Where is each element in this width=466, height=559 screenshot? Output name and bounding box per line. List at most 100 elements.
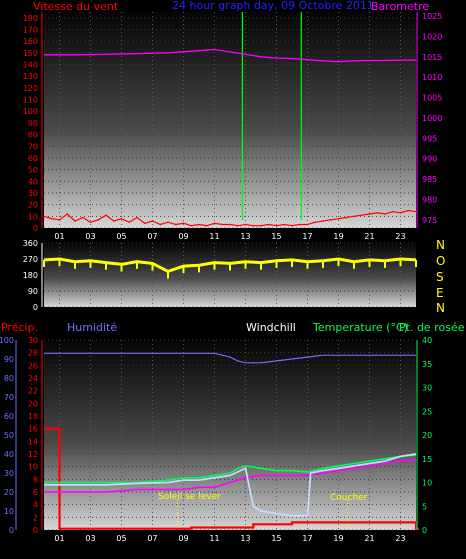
wind-x-tick-05: 05: [116, 232, 126, 241]
climate-panel-background: [44, 340, 416, 530]
direction-panel-series: [43, 257, 417, 279]
wind-panel-grid: [44, 12, 416, 229]
barometer-y-tick-980: 980: [422, 195, 437, 204]
wind-x-tick-07: 07: [147, 232, 157, 241]
wind-speed-point: [120, 217, 123, 220]
climate-x-tick-15: 15: [271, 534, 281, 543]
wind-speed-point: [43, 215, 45, 218]
dir-y-tick-0: 0: [33, 303, 38, 312]
wind-y-tick-70: 70: [28, 142, 38, 151]
barometer-y-tick-1025: 1025: [422, 12, 442, 21]
dir-y-tick-270: 270: [23, 255, 38, 264]
wind-y-tick-150: 150: [23, 49, 38, 58]
temperature-axis-label: Temperature (°C): [312, 321, 408, 334]
precip-axis-label: Précip.: [1, 321, 38, 334]
humidity-y-tick-50: 50: [4, 431, 14, 440]
direction-panel-background: [44, 243, 416, 307]
precip-y-tick-22: 22: [28, 387, 38, 396]
humidity-axis-label: Humidité: [67, 321, 117, 334]
wind-speed-point: [298, 223, 301, 226]
wind-speed-point: [221, 223, 224, 226]
barometer-y-tick-975: 975: [422, 216, 437, 225]
precip-y-tick-12: 12: [28, 450, 38, 459]
precip-y-tick-2: 2: [33, 513, 38, 522]
temperature-y-tick-10: 10: [422, 479, 432, 488]
wind-speed-point: [337, 217, 340, 220]
barometer-series: [44, 48, 416, 63]
climate-x-tick-05: 05: [116, 534, 126, 543]
direction-panel-grid: [44, 242, 416, 308]
humidity-y-tick-90: 90: [4, 355, 14, 364]
wind-y-tick-10: 10: [28, 212, 38, 221]
wind-x-tick-03: 03: [85, 232, 95, 241]
temperature-y-tick-15: 15: [422, 455, 432, 464]
humidity-y-tick-40: 40: [4, 450, 14, 459]
wind-speed-point: [128, 221, 131, 223]
temperature-y-tick-20: 20: [422, 431, 432, 440]
wind-axis-label: Vitesse du vent: [33, 0, 119, 13]
wind-x-tick-21: 21: [364, 232, 374, 241]
wind-y-tick-50: 50: [28, 166, 38, 175]
barometer-y-tick-1000: 1000: [422, 114, 442, 123]
dir-y-tick-180: 180: [23, 271, 38, 280]
climate-x-tick-21: 21: [364, 534, 374, 543]
climate-x-tick-07: 07: [147, 534, 157, 543]
barometer-y-tick-1020: 1020: [422, 32, 442, 41]
climate-x-tick-19: 19: [333, 534, 343, 543]
wind-speed-point: [236, 224, 239, 227]
chart-title: 24 hour graph day, 09 Octobre 2011: [172, 0, 374, 12]
wind-y-tick-110: 110: [23, 96, 38, 105]
humidity-y-tick-60: 60: [4, 412, 14, 421]
wind-speed-point: [50, 217, 53, 220]
wind-speed-point: [159, 223, 162, 226]
wind-speed-point: [267, 223, 270, 226]
compass-n-bottom: N: [436, 301, 445, 315]
wind-x-tick-09: 09: [178, 232, 188, 241]
humidity-y-tick-0: 0: [9, 526, 14, 535]
wind-speed-point: [105, 214, 107, 216]
wind-x-tick-01: 01: [54, 232, 64, 241]
wind-x-tick-17: 17: [302, 232, 312, 241]
wind-speed-point: [275, 224, 278, 227]
wind-speed-point: [306, 223, 309, 226]
wind-y-tick-20: 20: [28, 201, 38, 210]
wind-speed-point: [81, 216, 84, 219]
precip-y-tick-26: 26: [28, 361, 38, 370]
precip-y-tick-14: 14: [28, 437, 38, 446]
climate-x-tick-11: 11: [209, 534, 219, 543]
wind-y-tick-130: 130: [23, 72, 38, 81]
windchill-label: Windchill: [246, 321, 296, 334]
dewpoint-label: Pt. de rosée: [399, 321, 465, 334]
wind-speed-point: [314, 221, 317, 223]
wind-y-tick-140: 140: [23, 61, 38, 70]
wind-speed-point: [384, 213, 386, 215]
barometer-y-tick-1005: 1005: [422, 94, 442, 103]
wind-speed-point: [353, 215, 355, 218]
temperature-y-tick-35: 35: [422, 360, 432, 369]
wind-y-tick-160: 160: [23, 37, 38, 46]
wind-speed-point: [391, 210, 394, 213]
wind-speed-point: [136, 216, 138, 219]
humidity-y-tick-10: 10: [4, 507, 14, 516]
compass-o: O: [436, 254, 445, 268]
precip-y-tick-8: 8: [33, 475, 38, 484]
wind-speed-point: [399, 212, 402, 214]
wind-speed-point: [329, 219, 332, 221]
wind-speed-point: [291, 224, 293, 227]
sunrise-annotation: Soleil se lever: [158, 492, 221, 502]
wind-panel-axes: 0102030405060708090100110120130140150160…: [23, 12, 442, 241]
precip-y-tick-18: 18: [28, 412, 38, 421]
wind-speed-point: [229, 223, 231, 226]
wind-speed-point: [368, 213, 371, 215]
compass-e: E: [436, 286, 444, 300]
wind-panel-series: [43, 12, 417, 227]
temperature-y-tick-5: 5: [422, 502, 427, 511]
wind-speed-point: [97, 219, 100, 221]
temperature-y-tick-0: 0: [422, 526, 427, 535]
precip-y-tick-28: 28: [28, 349, 38, 358]
wind-speed-point: [167, 221, 169, 223]
humidity-series: [44, 352, 416, 364]
wind-speed-point: [58, 219, 61, 221]
temperature-y-tick-40: 40: [422, 336, 432, 345]
wind-x-tick-15: 15: [271, 232, 281, 241]
